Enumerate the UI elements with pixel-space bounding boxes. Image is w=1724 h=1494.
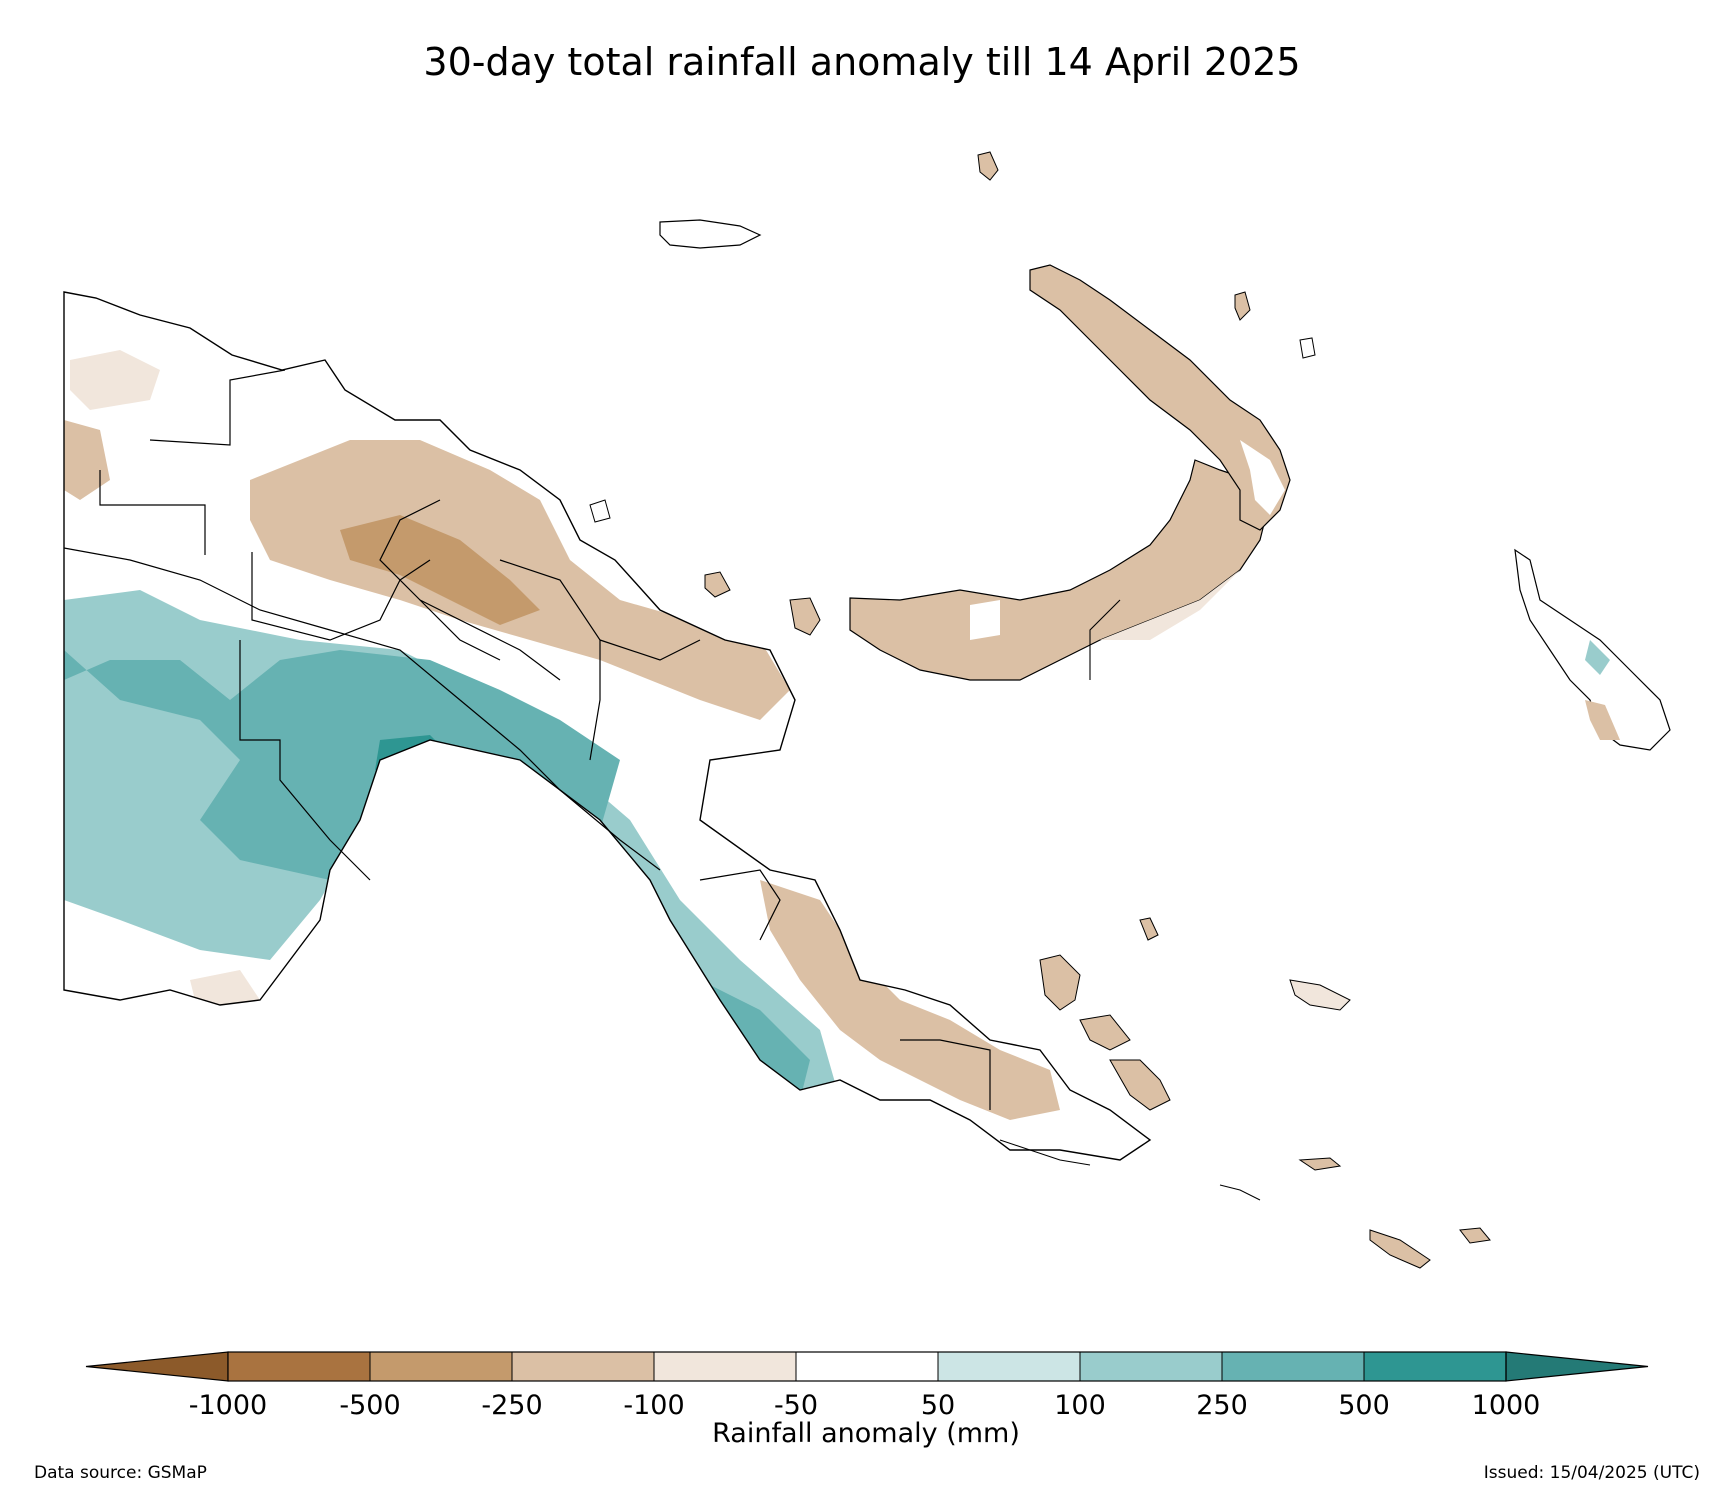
- southeast-dry: [760, 880, 1060, 1120]
- colorbar-extend-low: [85, 1351, 229, 1382]
- colorbar-outline: [227, 1351, 1507, 1382]
- map-title: 30-day total rainfall anomaly till 14 Ap…: [423, 40, 1301, 84]
- colorbar-tick-label: 100: [1054, 1390, 1106, 1421]
- south-light-dry: [190, 970, 260, 1010]
- colorbar-bin: [1363, 1351, 1507, 1382]
- colorbar-tick-label: -100: [623, 1390, 684, 1421]
- colorbar-bin: [1221, 1351, 1365, 1382]
- colorbar-group: [85, 1351, 1649, 1382]
- light-dry-region: [70, 350, 160, 410]
- colorbar-bin: [937, 1351, 1081, 1382]
- strong-dry-region: [340, 515, 540, 625]
- colorbar-tick-label: -50: [774, 1390, 818, 1421]
- colorbar-tick-label: 500: [1338, 1390, 1390, 1421]
- colorbar-extend-high: [1505, 1351, 1649, 1382]
- new-ireland-island: [1029, 264, 1291, 531]
- colorbar-tick-label: -250: [481, 1390, 542, 1421]
- light-dry-region-2: [64, 420, 110, 500]
- province-boundaries: [63, 369, 991, 1110]
- colorbar-bin: [511, 1351, 655, 1382]
- colorbar-bin: [227, 1351, 371, 1382]
- colorbar-bin: [795, 1351, 939, 1382]
- colorbar-tick-label: 250: [1196, 1390, 1248, 1421]
- strong-wet-region: [64, 650, 620, 880]
- east-south-coastline-detail: [999, 1139, 1261, 1201]
- colorbar-tick-label: -500: [339, 1390, 400, 1421]
- colorbar-tick-label: -1000: [189, 1390, 267, 1421]
- colorbar-label: Rainfall anomaly (mm): [712, 1418, 1020, 1449]
- dry-anomaly-region: [250, 440, 790, 720]
- colorbar-tick-label: 1000: [1472, 1390, 1541, 1421]
- issued-date-note: Issued: 15/04/2025 (UTC): [1483, 1463, 1700, 1483]
- mainland-coastline: [63, 291, 1152, 1161]
- bougainville-island: [1514, 548, 1671, 751]
- colorbar-bin: [369, 1351, 513, 1382]
- data-source-note: Data source: GSMaP: [34, 1463, 207, 1483]
- colorbar-tick-label: 50: [921, 1390, 955, 1421]
- colorbar-bin: [653, 1351, 797, 1382]
- colorbar-ticks: -1000 -500 -250 -100 -50 50 100 250 500 1000: [189, 1390, 1541, 1421]
- manus-island: [659, 219, 762, 249]
- colorbar-bin: [1079, 1351, 1223, 1382]
- small-islands: [589, 151, 1491, 1269]
